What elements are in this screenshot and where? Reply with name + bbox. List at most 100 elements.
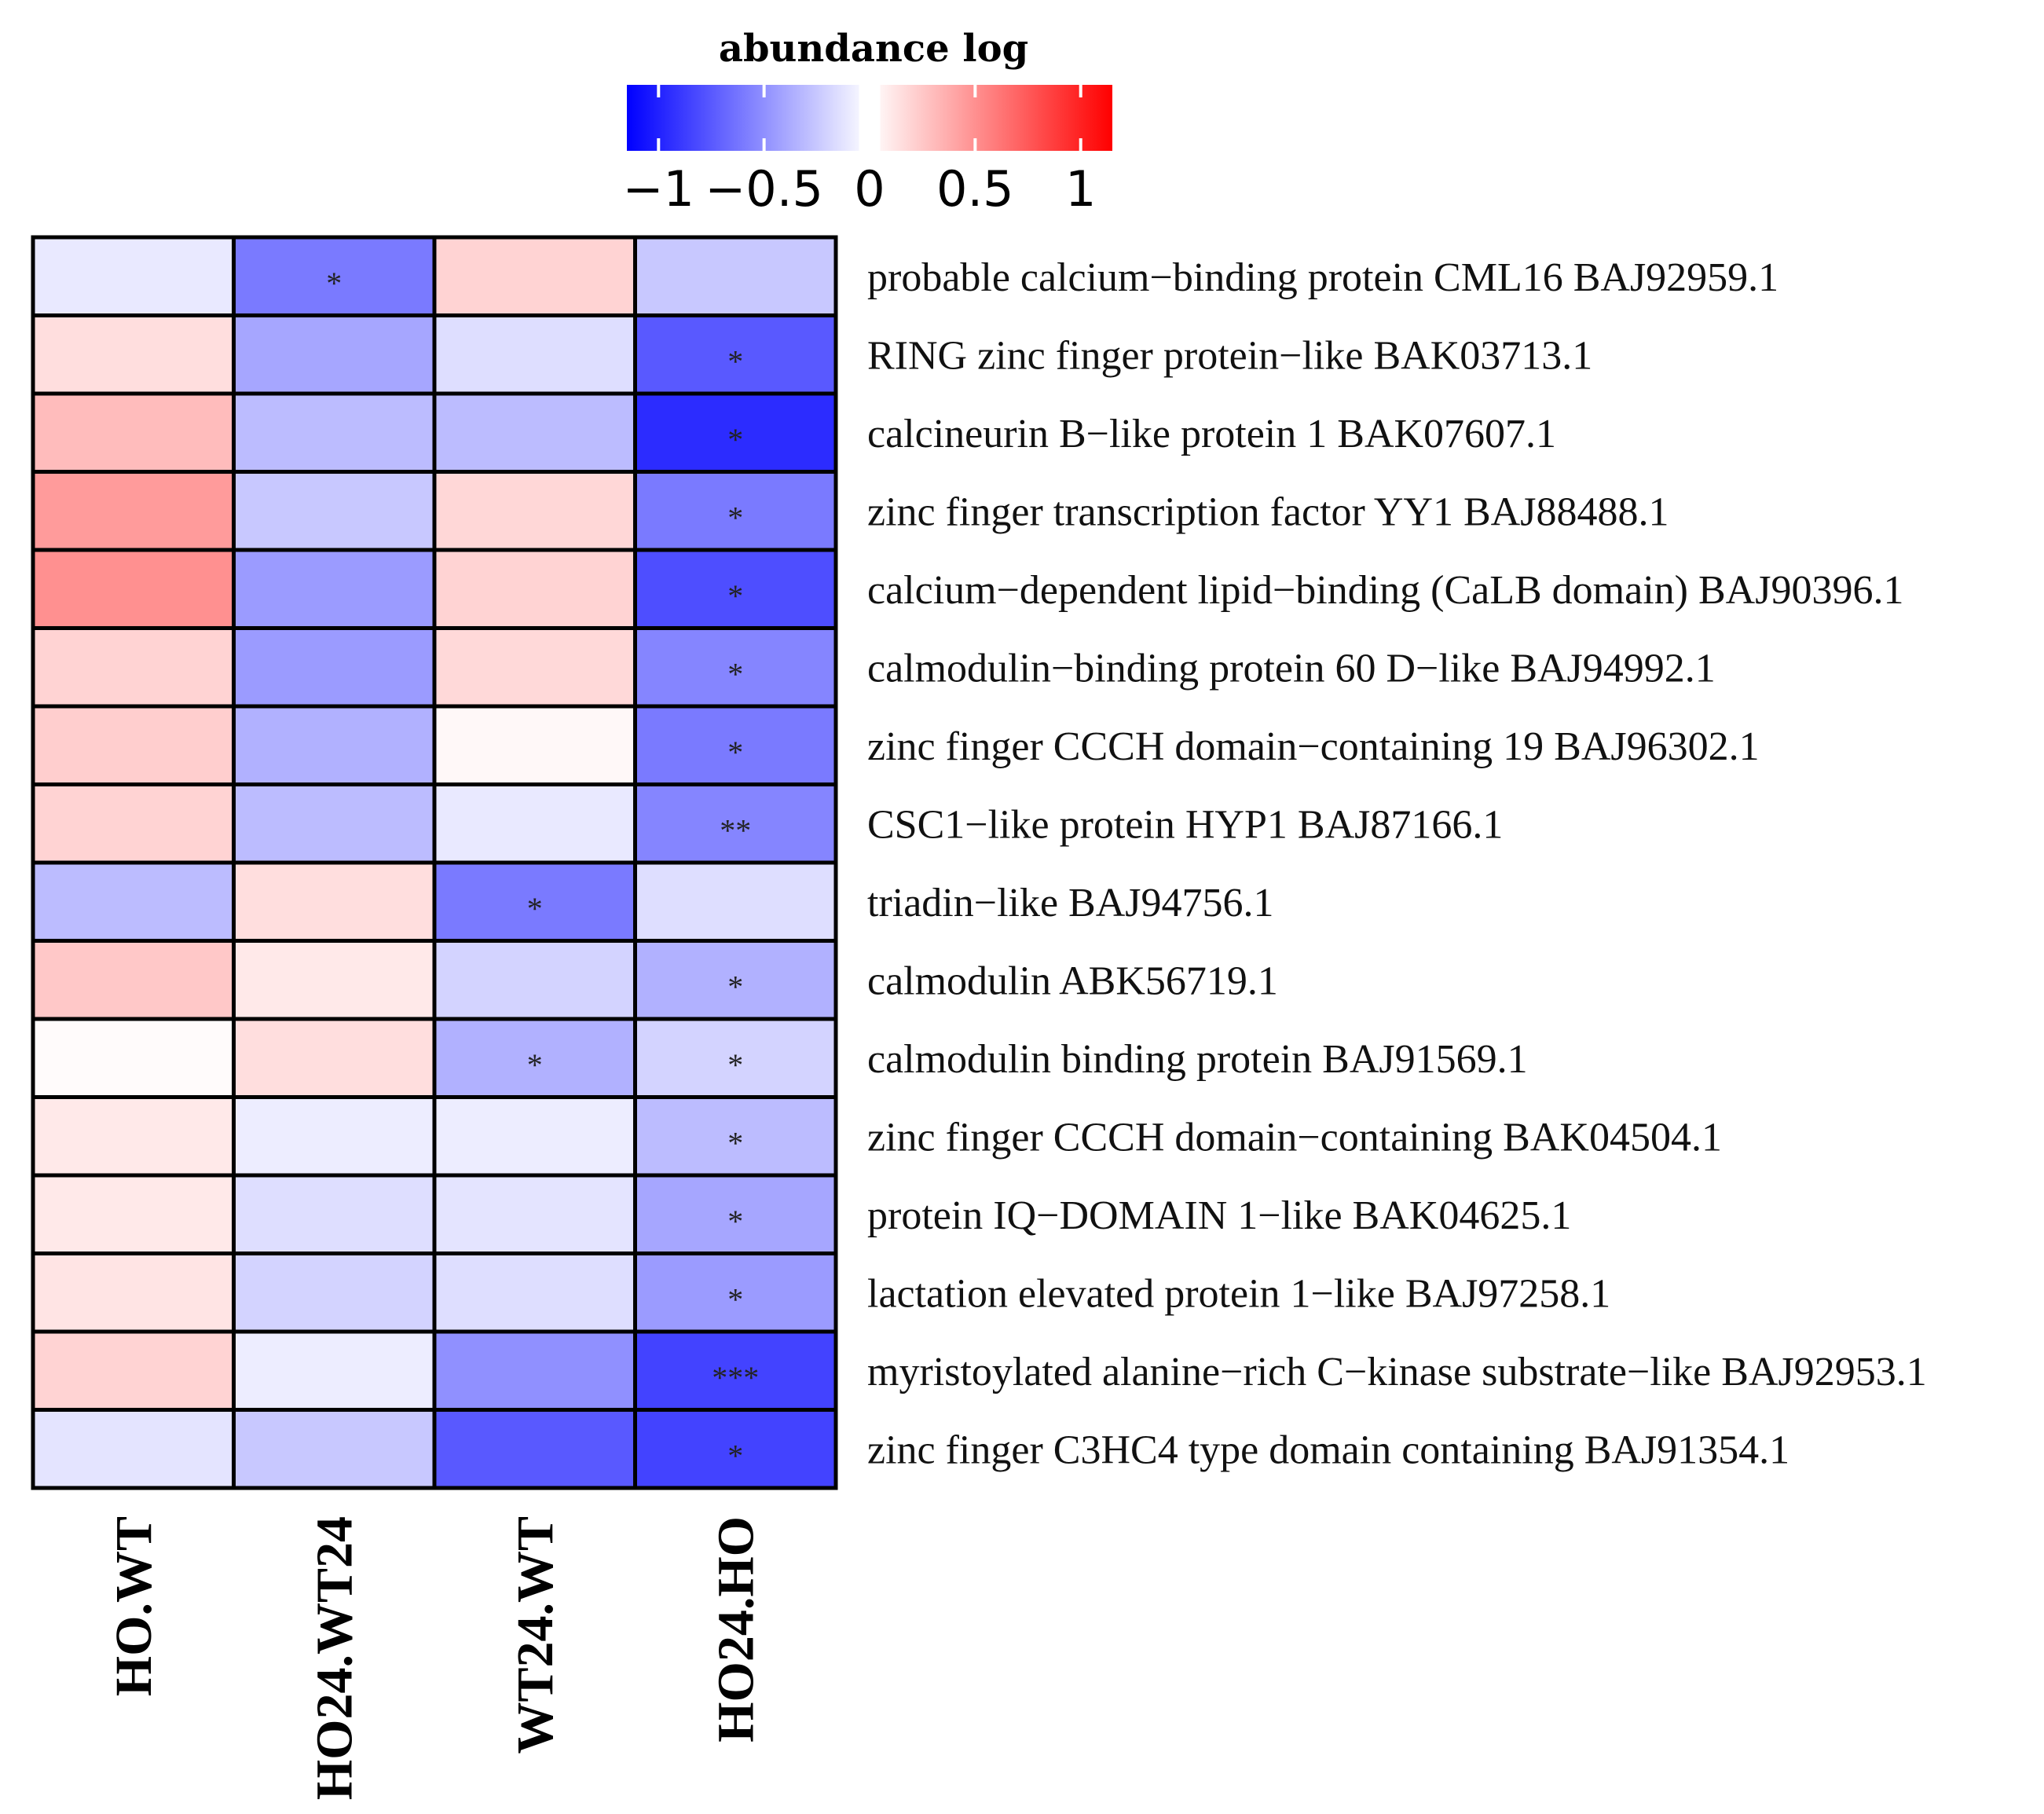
row-label: protein IQ−DOMAIN 1−like BAK04625.1 [867,1193,1571,1238]
heatmap-cell [633,235,838,317]
heatmap-cell [232,860,437,943]
heatmap-cell [31,313,236,396]
significance-mark: * [727,1047,743,1083]
heatmap-cell [432,470,637,552]
significance-mark: * [727,656,743,691]
column-label: HO24.WT24 [306,1516,363,1800]
significance-mark: * [727,1125,743,1160]
heatmap-cell [31,235,236,317]
heatmap-cell [432,1173,637,1255]
heatmap-cell [31,704,236,786]
significance-mark: * [727,422,743,457]
significance-mark: * [326,266,342,301]
legend-negative-bar [627,85,859,151]
heatmap-cell [232,1095,437,1178]
heatmap-cell [232,626,437,709]
row-label: calcium−dependent lipid−binding (CaLB do… [867,568,1903,613]
heatmap-cell [31,939,236,1021]
row-label: triadin−like BAJ94756.1 [867,881,1274,925]
row-label: calmodulin−binding protein 60 D−like BAJ… [867,646,1716,691]
heatmap-cell [633,1173,838,1255]
heatmap-cell [232,1329,437,1412]
row-label: calcineurin B−like protein 1 BAK07607.1 [867,412,1556,456]
heatmap-cell [31,1251,236,1334]
significance-mark: * [727,343,743,379]
heatmap-cell [432,939,637,1021]
heatmap-cell [633,704,838,786]
heatmap-cell [633,1251,838,1334]
row-label: myristoylated alanine−rich C−kinase subs… [867,1350,1927,1394]
column-label: HO24.HO [707,1516,764,1743]
heatmap-cell [232,391,437,474]
heatmap-cell [432,704,637,786]
heatmap-cell [232,548,437,630]
significance-mark: * [527,1047,543,1083]
heatmap-cells: ************ ******** [31,235,838,1490]
significance-mark: * [727,578,743,614]
row-label: zinc finger C3HC4 type domain containing… [867,1427,1789,1472]
heatmap-cell [232,313,437,396]
legend-tick-label: −1 [623,160,694,218]
column-labels: HO.WT HO24.WT24 WT24.WT HO24.HO [105,1516,765,1800]
heatmap-cell [432,1251,637,1334]
row-labels: probable calcium−binding protein CML16 B… [867,255,1927,1473]
column-label: WT24.WT [507,1516,564,1754]
heatmap-cell [31,470,236,552]
legend-positive-bar [880,85,1112,151]
significance-mark: * [727,969,743,1004]
heatmap-cell [31,626,236,709]
heatmap-cell [232,704,437,786]
significance-mark: * [527,891,543,926]
significance-mark: * [727,735,743,770]
heatmap-cell [31,391,236,474]
significance-mark: ** [720,812,751,848]
heatmap-cell [432,782,637,865]
heatmap-cell [432,548,637,630]
legend-tick-label: −0.5 [705,160,823,218]
heatmap-cell [31,1017,236,1099]
heatmap-cell [232,1173,437,1255]
heatmap-cell [432,391,637,474]
significance-mark: * [727,500,743,535]
significance-mark: * [727,1438,743,1473]
row-label: zinc finger CCCH domain−containing BAK04… [867,1115,1722,1160]
heatmap-cell [31,1095,236,1178]
heatmap-cell [232,939,437,1021]
row-label: zinc finger CCCH domain−containing 19 BA… [867,724,1760,769]
row-label: CSC1−like protein HYP1 BAJ87166.1 [867,802,1503,847]
heatmap-cell [432,235,637,317]
heatmap-cell [31,1329,236,1412]
row-label: probable calcium−binding protein CML16 B… [867,255,1778,300]
row-label: calmodulin ABK56719.1 [867,958,1278,1003]
heatmap-cell [633,626,838,709]
legend-tick-label: 0.5 [936,160,1014,218]
color-legend: abundance log −1 −0.5 0 0.5 1 [623,27,1112,218]
row-label: zinc finger transcription factor YY1 BAJ… [867,489,1669,534]
row-label: RING zinc finger protein−like BAK03713.1 [867,333,1592,378]
heatmap-cell [633,391,838,474]
heatmap-cell [432,1408,637,1490]
heatmap-cell [432,1329,637,1412]
legend-tick-label: 1 [1065,160,1096,218]
heatmap-cell [432,313,637,396]
heatmap-cell [232,1017,437,1099]
heatmap-cell [633,1408,838,1490]
heatmap-cell [31,782,236,865]
heatmap-cell [232,1408,437,1490]
heatmap-cell [31,548,236,630]
heatmap-cell [31,1173,236,1255]
row-label: calmodulin binding protein BAJ91569.1 [867,1037,1528,1082]
heatmap-cell [31,1408,236,1490]
heatmap-cell [633,939,838,1021]
column-label: HO.WT [105,1516,163,1696]
heatmap-cell [633,470,838,552]
heatmap-cell [232,470,437,552]
significance-mark: *** [712,1360,759,1395]
heatmap-cell [232,235,437,317]
heatmap-cell [432,626,637,709]
legend-tick-label: 0 [854,160,885,218]
significance-mark: * [727,1281,743,1317]
heatmap-cell [432,1095,637,1178]
